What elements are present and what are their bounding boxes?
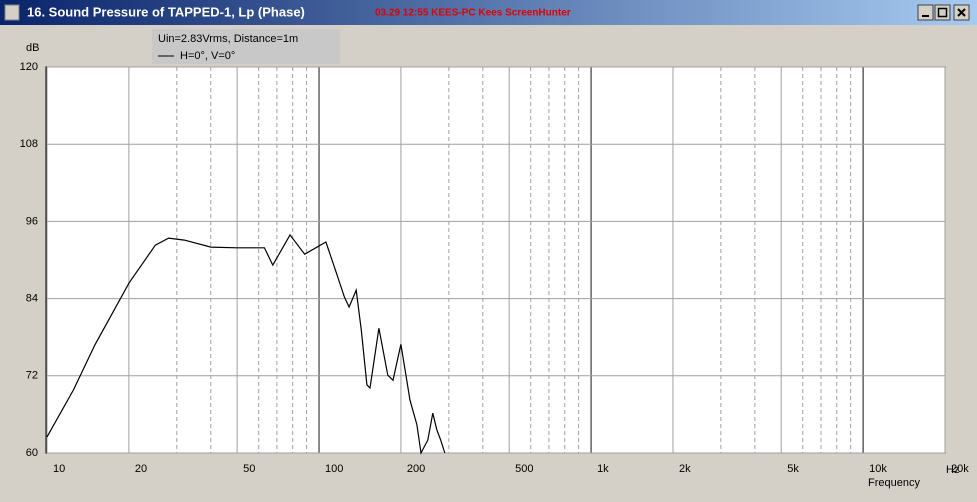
response-line: [46, 233, 446, 455]
x-axis-label: Frequency: [868, 477, 920, 489]
y-tick-label: 120: [20, 61, 38, 73]
window-title: 16. Sound Pressure of TAPPED-1, Lp (Phas…: [27, 4, 305, 19]
y-tick-label: 84: [26, 293, 38, 305]
x-tick-label: 1k: [597, 463, 609, 475]
x-tick-label: 500: [515, 463, 533, 475]
x-tick-label: 50: [243, 463, 255, 475]
system-icon[interactable]: [4, 4, 20, 21]
x-unit: Hz: [946, 464, 959, 476]
window-buttons: [917, 4, 970, 21]
maximize-glyph: [937, 7, 948, 18]
x-tick-label: 200: [407, 463, 425, 475]
x-tick-label: 2k: [679, 463, 691, 475]
x-tick-label: 20: [135, 463, 147, 475]
legend-box: [152, 29, 340, 64]
maximize-button[interactable]: [934, 4, 951, 21]
minimize-button[interactable]: [917, 4, 934, 21]
x-tick-label: 5k: [787, 463, 799, 475]
y-tick-label: 72: [26, 370, 38, 382]
x-tick-label: 100: [325, 463, 343, 475]
x-tick-label: 10: [53, 463, 65, 475]
y-tick-label: 108: [20, 138, 38, 150]
y-tick-label: 60: [26, 447, 38, 459]
y-axis-label: dB: [26, 42, 39, 54]
title-bar: [0, 0, 977, 25]
x-tick-label: 20k: [951, 463, 969, 475]
x-tick-label: 10k: [869, 463, 887, 475]
close-glyph: [957, 8, 966, 17]
legend-line: H=0°, V=0°: [180, 50, 235, 62]
y-tick-label: 96: [26, 215, 38, 227]
plot-area: [45, 66, 946, 454]
legend-line: Uin=2.83Vrms, Distance=1m: [158, 33, 298, 45]
watermark: 03.29 12:55 KEES-PC Kees ScreenHunter: [375, 8, 571, 19]
